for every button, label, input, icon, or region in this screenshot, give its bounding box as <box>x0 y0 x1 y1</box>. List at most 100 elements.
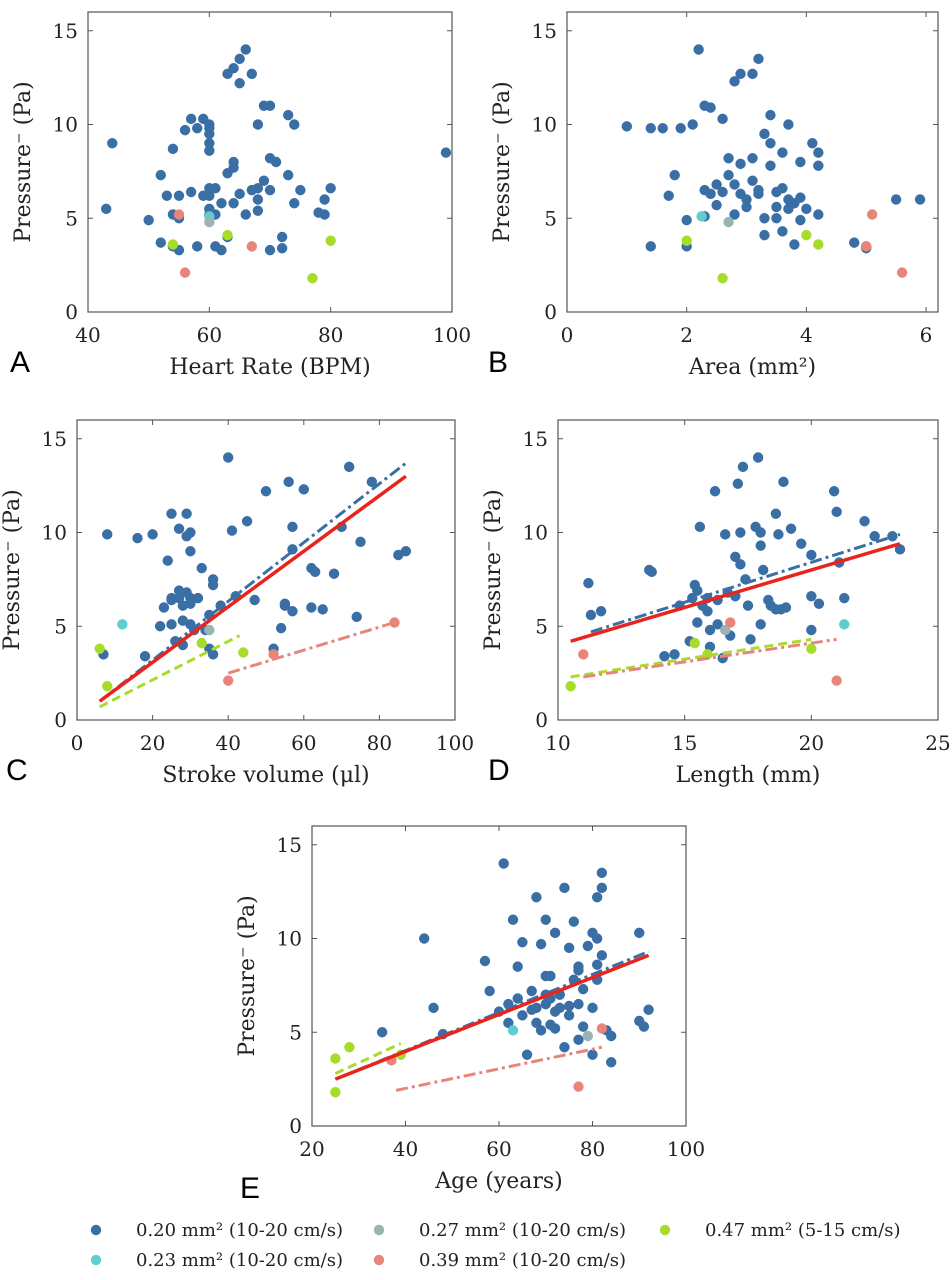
data-point-s020 <box>582 940 594 952</box>
data-point-s020 <box>226 525 238 536</box>
data-point-s020 <box>777 226 788 237</box>
y-tick-label: 10 <box>277 927 302 951</box>
y-tick-label: 0 <box>289 1114 302 1138</box>
data-point-s020 <box>795 214 806 226</box>
data-point-s023 <box>117 619 128 630</box>
data-point-s020 <box>181 508 192 519</box>
data-point-s020 <box>573 965 584 976</box>
data-point-s020 <box>207 579 219 591</box>
data-point-s020 <box>729 76 740 87</box>
data-point-s020 <box>102 529 113 540</box>
data-point-s047 <box>689 637 700 649</box>
data-point-s020 <box>711 179 722 190</box>
fit-line-s039 <box>227 621 395 675</box>
data-point-s020 <box>107 138 118 149</box>
data-point-s039 <box>725 617 736 628</box>
data-point-s020 <box>240 44 251 55</box>
data-point-s020 <box>376 1027 388 1038</box>
data-point-s039 <box>223 675 234 686</box>
data-point-s020 <box>785 523 797 534</box>
data-point-s020 <box>343 461 355 473</box>
x-tick-label: 60 <box>291 731 316 755</box>
data-point-s020 <box>306 602 317 613</box>
fit-line-fit_all <box>334 953 650 1081</box>
data-point-s020 <box>204 138 215 149</box>
data-point-s020 <box>831 506 842 518</box>
data-point-s020 <box>535 938 547 950</box>
y-tick-label: 10 <box>532 113 557 137</box>
y-tick-label: 5 <box>289 1020 302 1044</box>
data-point-s020 <box>741 194 752 205</box>
data-point-s020 <box>207 649 219 660</box>
data-point-s020 <box>806 549 817 561</box>
data-point-s039 <box>389 617 400 628</box>
data-point-s020 <box>783 119 794 130</box>
data-point-s020 <box>440 147 452 158</box>
data-point-s020 <box>517 937 528 948</box>
data-point-s020 <box>659 651 670 662</box>
data-point-s020 <box>264 184 276 196</box>
data-point-s020 <box>735 158 746 170</box>
data-point-s020 <box>216 244 227 256</box>
data-point-s020 <box>507 914 519 925</box>
y-axis-label: Pressure⁻ (Pa) <box>235 895 260 1056</box>
data-point-s020 <box>755 540 766 551</box>
x-tick-label: 0 <box>71 731 84 755</box>
data-point-s020 <box>234 188 245 200</box>
data-point-s020 <box>216 198 227 209</box>
data-point-s020 <box>366 476 378 488</box>
data-point-s020 <box>753 188 764 200</box>
x-tick-label: 0 <box>561 323 574 347</box>
data-point-s020 <box>328 568 340 579</box>
data-point-s020 <box>591 933 603 944</box>
data-point-s020 <box>813 598 825 609</box>
data-point-s020 <box>252 205 264 216</box>
x-tick-label: 60 <box>486 1137 511 1161</box>
data-point-s020 <box>531 1017 542 1029</box>
data-point-s020 <box>143 214 154 226</box>
data-point-s047 <box>806 643 817 654</box>
legend-label-s020: 0.20 mm² (10-20 cm/s) <box>136 1220 343 1241</box>
data-point-s020 <box>545 970 556 982</box>
chart-panel-c: 0 20 40 60 80 100 0 5 10 15 Stroke volume (μl) Pres… <box>0 419 474 788</box>
data-point-s020 <box>741 201 752 213</box>
data-point-s020 <box>283 109 294 121</box>
legend-label-s039: 0.39 mm² (10-20 cm/s) <box>419 1250 626 1271</box>
data-point-s020 <box>759 128 770 140</box>
x-tick-label: 4 <box>800 323 813 347</box>
data-point-s020 <box>179 124 191 136</box>
data-point-s020 <box>573 998 584 1010</box>
data-point-s047 <box>681 235 692 246</box>
data-point-s020 <box>101 203 112 215</box>
data-point-s020 <box>585 609 597 621</box>
data-point-s020 <box>234 78 245 89</box>
x-tick-label: 80 <box>367 731 392 755</box>
y-tick-label: 5 <box>535 614 548 638</box>
legend-marker-s020 <box>90 1224 102 1236</box>
data-point-s020 <box>428 1002 439 1014</box>
fit-line-s039 <box>583 637 837 679</box>
data-point-s020 <box>298 484 309 495</box>
data-point-s020 <box>789 239 800 250</box>
data-point-s020 <box>240 209 251 220</box>
data-point-s020 <box>563 1010 575 1021</box>
data-point-s020 <box>210 183 221 194</box>
legend-label-s027: 0.27 mm² (10-20 cm/s) <box>419 1220 626 1241</box>
data-point-s020 <box>890 194 902 205</box>
data-point-s047 <box>238 647 249 658</box>
data-point-s020 <box>806 591 817 602</box>
data-point-s047 <box>702 649 713 660</box>
data-point-s020 <box>196 562 207 574</box>
y-axis-label: Pressure⁻ (Pa) <box>0 489 25 650</box>
y-tick-label: 15 <box>42 427 67 451</box>
data-point-s020 <box>147 529 158 540</box>
data-point-s020 <box>729 209 740 220</box>
plot-frame <box>87 11 453 313</box>
data-point-s020 <box>192 592 204 604</box>
data-point-s027 <box>723 216 734 228</box>
fit-line-s020 <box>590 532 901 634</box>
legend-marker-s047 <box>659 1224 671 1236</box>
y-tick-label: 5 <box>54 614 67 638</box>
data-point-s020 <box>167 143 179 155</box>
